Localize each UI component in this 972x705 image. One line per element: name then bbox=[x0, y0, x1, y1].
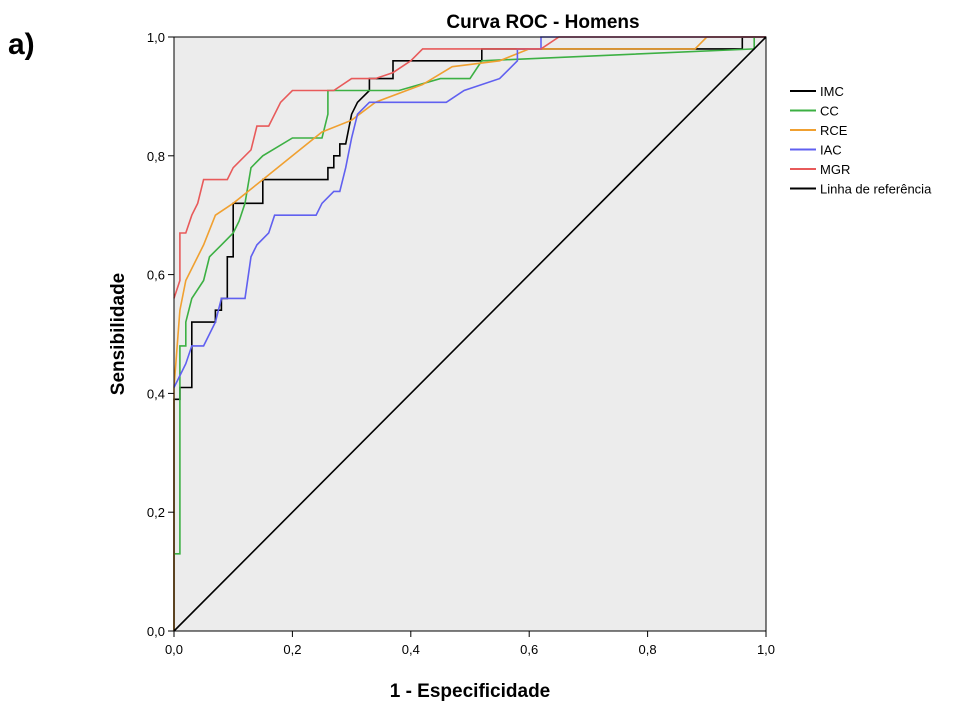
y-tick-label: 0,4 bbox=[147, 386, 165, 401]
y-tick-label: 0,0 bbox=[147, 624, 165, 639]
series-line-5 bbox=[173, 36, 766, 299]
legend-label-1: IMC bbox=[820, 84, 844, 99]
series-layer bbox=[173, 36, 767, 632]
x-tick-label: 0,2 bbox=[283, 642, 301, 657]
axes-layer: 0,0 0,2 0,4 0,6 0,8 1,0 0,0 0,2 0,4 0,6 0,8 1,0 bbox=[147, 30, 775, 657]
legend-label-6: Linha de referência bbox=[820, 182, 932, 197]
legend-label-3: RCE bbox=[820, 123, 848, 138]
chart-title: Curva ROC - Homens bbox=[446, 12, 639, 33]
y-tick-label: 0,2 bbox=[147, 505, 165, 520]
plot-frame bbox=[173, 36, 767, 632]
series-line-2 bbox=[174, 36, 766, 555]
panel-label: a) bbox=[8, 28, 35, 61]
legend: IMC CC RCE IAC MGR Linha de referência bbox=[790, 84, 932, 197]
x-tick-label: 1,0 bbox=[757, 642, 775, 657]
x-tick-label: 0,6 bbox=[520, 642, 538, 657]
x-tick-label: 0,0 bbox=[165, 642, 183, 657]
legend-label-5: MGR bbox=[820, 162, 850, 177]
series-line-4 bbox=[173, 36, 766, 388]
legend-label-2: CC bbox=[820, 104, 839, 119]
y-tick-label: 0,8 bbox=[147, 149, 165, 164]
x-tick-label: 0,8 bbox=[639, 642, 657, 657]
x-axis-title: 1 - Especificidade bbox=[390, 681, 551, 702]
y-tick-label: 0,6 bbox=[147, 268, 165, 283]
y-axis-title: Sensibilidade bbox=[108, 273, 129, 395]
series-line-6 bbox=[173, 36, 767, 632]
x-tick-label: 0,4 bbox=[402, 642, 420, 657]
y-tick-label: 1,0 bbox=[147, 30, 165, 45]
series-line-1 bbox=[173, 36, 766, 631]
legend-label-4: IAC bbox=[820, 143, 842, 158]
